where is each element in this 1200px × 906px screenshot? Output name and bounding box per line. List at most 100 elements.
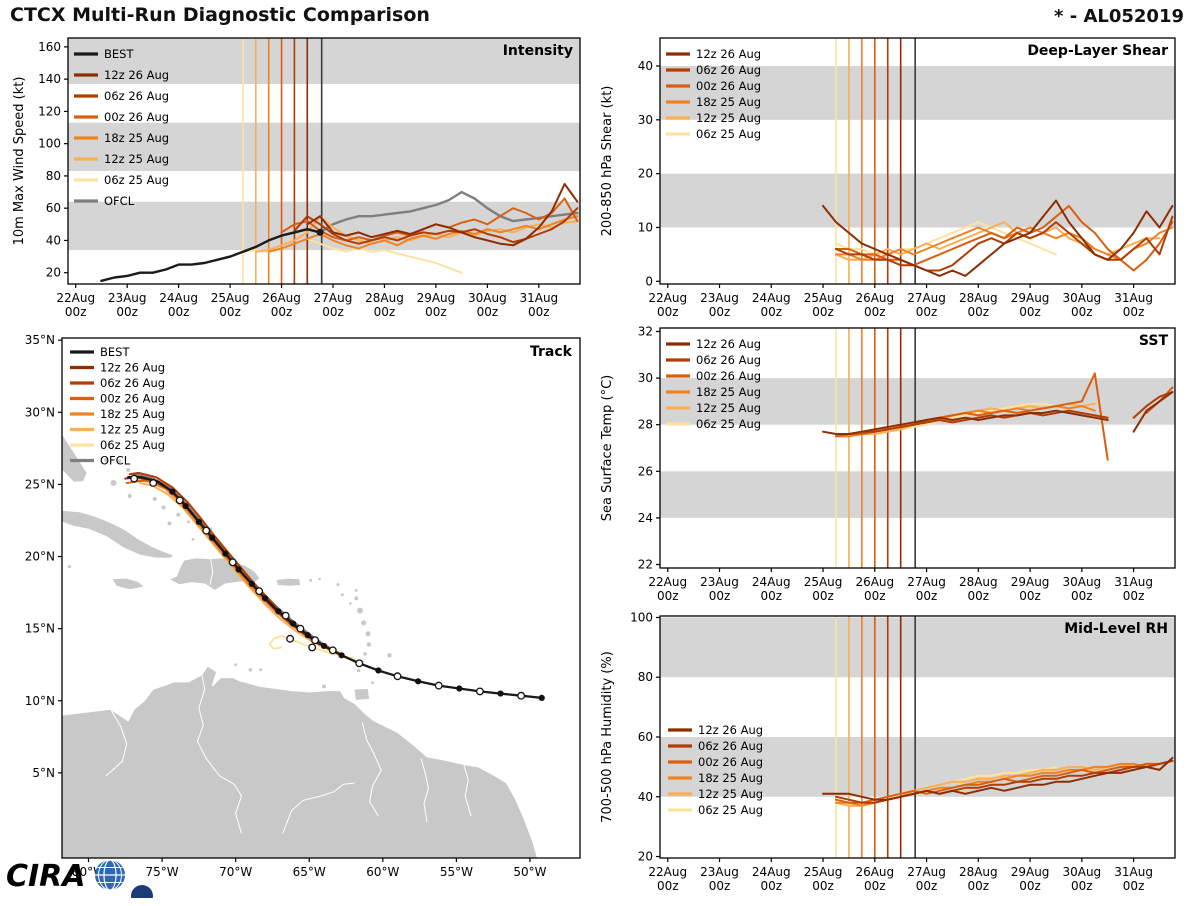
svg-text:10°N: 10°N (25, 694, 55, 708)
shear-title: Deep-Layer Shear (1027, 43, 1168, 59)
svg-text:00z: 00z (760, 879, 782, 893)
svg-text:00z 26 Aug: 00z 26 Aug (100, 392, 165, 406)
svg-text:12z 26 Aug: 12z 26 Aug (696, 47, 761, 61)
svg-text:22Aug: 22Aug (56, 291, 95, 305)
category-bands (68, 38, 580, 251)
svg-text:00z: 00z (916, 879, 938, 893)
rh-chart: 2040608010022Aug00z23Aug00z24Aug00z25Aug… (600, 610, 1176, 893)
svg-text:06z 26 Aug: 06z 26 Aug (696, 353, 761, 367)
svg-text:60: 60 (46, 201, 61, 215)
sst-chart: 22242628303222Aug00z23Aug00z24Aug00z25Au… (600, 324, 1176, 603)
svg-text:100: 100 (38, 137, 61, 151)
svg-text:00z 26 Aug: 00z 26 Aug (696, 369, 761, 383)
svg-text:75°W: 75°W (145, 865, 178, 879)
svg-text:00z: 00z (760, 305, 782, 319)
rammb-logo-fragment (131, 885, 153, 906)
svg-text:12z 25 Aug: 12z 25 Aug (698, 787, 763, 801)
category-bands (660, 65, 1175, 228)
svg-text:30Aug: 30Aug (1062, 865, 1101, 879)
svg-text:00z: 00z (709, 589, 731, 603)
svg-text:12z 25 Aug: 12z 25 Aug (104, 152, 169, 166)
svg-text:28Aug: 28Aug (959, 865, 998, 879)
mid-level-rh-panel: 20 40 60 80 100 22Aug 00z 23Aug 00z 24Aug 00z 25Aug… (598, 606, 1198, 902)
svg-text:31Aug: 31Aug (1114, 865, 1153, 879)
svg-text:23Aug: 23Aug (700, 291, 739, 305)
page-title: CTCX Multi-Run Diagnostic Comparison (10, 4, 430, 26)
svg-text:25Aug: 25Aug (804, 865, 843, 879)
svg-text:100: 100 (630, 610, 653, 624)
shear-chart: 01020304022Aug00z23Aug00z24Aug00z25Aug00… (600, 37, 1176, 319)
svg-text:18z 25 Aug: 18z 25 Aug (100, 407, 165, 421)
svg-text:00z: 00z (709, 879, 731, 893)
svg-text:29Aug: 29Aug (417, 291, 456, 305)
svg-text:5°N: 5°N (32, 766, 55, 780)
svg-text:60°W: 60°W (366, 865, 399, 879)
svg-text:00z: 00z (116, 305, 138, 319)
svg-text:00z: 00z (168, 305, 190, 319)
svg-text:160: 160 (38, 40, 61, 54)
svg-text:28: 28 (638, 418, 653, 432)
best-track-fixes (169, 488, 545, 701)
svg-text:26Aug: 26Aug (262, 291, 301, 305)
svg-text:00z: 00z (864, 589, 886, 603)
svg-text:25Aug: 25Aug (804, 575, 843, 589)
svg-text:22Aug: 22Aug (648, 291, 687, 305)
svg-text:40: 40 (638, 59, 653, 73)
svg-text:06z 26 Aug: 06z 26 Aug (100, 376, 165, 390)
track-chart: 5°N10°N15°N20°N25°N30°N35°N80°W 75°W 70°W 6… (25, 333, 581, 879)
svg-text:00z: 00z (812, 589, 834, 603)
svg-text:00z: 00z (864, 879, 886, 893)
svg-text:120: 120 (38, 104, 61, 118)
svg-text:27Aug: 27Aug (907, 575, 946, 589)
intensity-title: Intensity (503, 43, 573, 59)
svg-text:00z: 00z (657, 305, 679, 319)
svg-text:00z: 00z (1019, 589, 1041, 603)
svg-text:00z: 00z (657, 589, 679, 603)
svg-text:00z: 00z (528, 305, 550, 319)
track-map-panel: 5°N 10°N 15°N 20°N 25°N 30°N 35°N 80°W 75°W 70°W 6… (6, 330, 598, 896)
svg-text:31Aug: 31Aug (519, 291, 558, 305)
synopt-time-markers (130, 474, 526, 700)
svg-text:28Aug: 28Aug (959, 575, 998, 589)
svg-text:50°W: 50°W (513, 865, 546, 879)
svg-text:06z 25 Aug: 06z 25 Aug (696, 417, 761, 431)
cira-logo-graphic: CIRA (6, 859, 153, 906)
svg-text:23Aug: 23Aug (108, 291, 147, 305)
svg-text:00z: 00z (657, 879, 679, 893)
storm-id: * - AL052019 (1054, 6, 1184, 27)
svg-text:18z 25 Aug: 18z 25 Aug (104, 131, 169, 145)
legend: 12z 26 Aug 06z 26 Aug 00z 26 Aug 18z 25 Aug… (666, 337, 761, 431)
sst-panel: 22 24 26 28 30 32 22Aug 00z 23Aug 00z 24Aug 00z 25Au… (598, 318, 1198, 614)
svg-text:30Aug: 30Aug (468, 291, 507, 305)
svg-text:00z 26 Aug: 00z 26 Aug (698, 755, 763, 769)
svg-text:140: 140 (38, 72, 61, 86)
svg-text:22Aug: 22Aug (648, 575, 687, 589)
svg-text:24Aug: 24Aug (752, 865, 791, 879)
svg-text:30Aug: 30Aug (1062, 291, 1101, 305)
svg-text:25Aug: 25Aug (804, 291, 843, 305)
svg-text:20: 20 (46, 266, 61, 280)
init-time-lines (835, 328, 916, 568)
best-end-marker (316, 228, 324, 236)
svg-text:12z 26 Aug: 12z 26 Aug (696, 337, 761, 351)
series-lines (822, 756, 1174, 807)
svg-text:23Aug: 23Aug (700, 865, 739, 879)
svg-text:27Aug: 27Aug (314, 291, 353, 305)
svg-text:00z: 00z (968, 589, 990, 603)
svg-text:29Aug: 29Aug (1011, 291, 1050, 305)
svg-text:70°W: 70°W (219, 865, 252, 879)
svg-text:00z: 00z (1019, 305, 1041, 319)
svg-text:30°N: 30°N (25, 405, 55, 419)
init-time-lines (835, 616, 916, 858)
sst-ylabel: Sea Surface Temp (°C) (600, 375, 615, 522)
svg-text:00z: 00z (760, 589, 782, 603)
svg-text:00z: 00z (271, 305, 293, 319)
svg-text:40: 40 (46, 233, 61, 247)
rh-ylabel: 700-500 hPa Humidity (%) (600, 651, 615, 823)
track-title: Track (530, 344, 573, 360)
svg-text:27Aug: 27Aug (907, 865, 946, 879)
svg-text:06z 25 Aug: 06z 25 Aug (104, 173, 169, 187)
